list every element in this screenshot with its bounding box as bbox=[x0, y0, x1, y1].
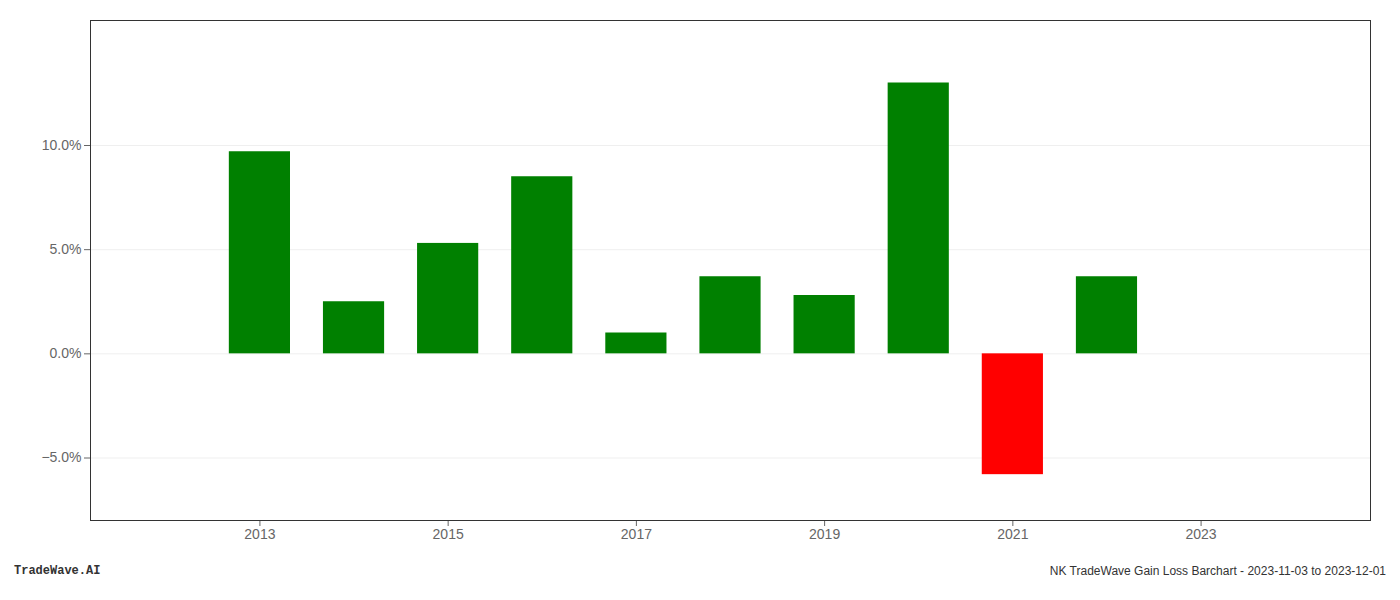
svg-text:10.0%: 10.0% bbox=[42, 137, 82, 153]
svg-text:5.0%: 5.0% bbox=[50, 241, 82, 257]
svg-text:2019: 2019 bbox=[809, 526, 840, 542]
html-text:NK TradeWave Gain Loss Barchar: NK TradeWave Gain Loss Barchart - 2023-1… bbox=[1049, 564, 1386, 578]
svg-text:−5.0%: −5.0% bbox=[41, 449, 81, 465]
svg-text:0.0%: 0.0% bbox=[50, 345, 82, 361]
svg-text:2013: 2013 bbox=[244, 526, 275, 542]
svg-text:2021: 2021 bbox=[997, 526, 1028, 542]
html-text:TradeWave.AI: TradeWave.AI bbox=[14, 564, 101, 578]
svg-text:2015: 2015 bbox=[433, 526, 464, 542]
svg-text:2017: 2017 bbox=[621, 526, 652, 542]
svg-text:2023: 2023 bbox=[1186, 526, 1217, 542]
